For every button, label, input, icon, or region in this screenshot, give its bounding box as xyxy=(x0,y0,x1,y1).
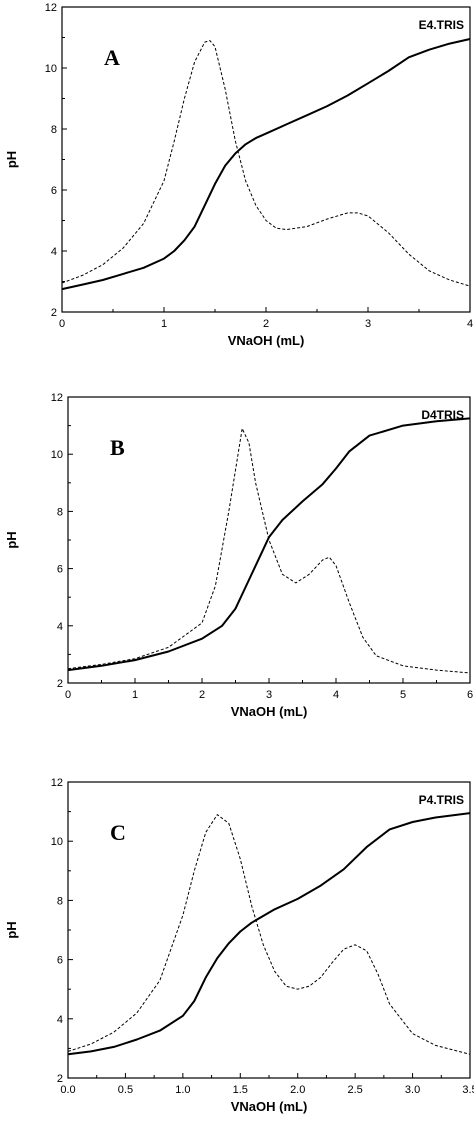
x-tick-label: 2 xyxy=(263,318,269,330)
plot-frame xyxy=(67,396,471,684)
x-tick-label: 2 xyxy=(199,689,205,701)
y-tick-label: 6 xyxy=(57,564,63,576)
x-axis-label: VNaOH (mL) xyxy=(228,333,305,348)
x-tick-label: 3.0 xyxy=(405,1084,420,1096)
titration-curve xyxy=(67,417,471,672)
x-tick-label: 0.5 xyxy=(118,1084,133,1096)
y-tick-label: 10 xyxy=(45,63,57,75)
y-axis-label: pH xyxy=(4,151,19,168)
x-tick-label: 1 xyxy=(132,689,138,701)
x-tick-label: 2.5 xyxy=(347,1084,362,1096)
sample-label: P4.TRIS xyxy=(419,793,464,807)
y-tick-label: 2 xyxy=(57,1073,63,1085)
x-tick-label: 0.0 xyxy=(60,1084,75,1096)
y-axis-label: pH xyxy=(4,531,19,548)
x-tick-label: 2.0 xyxy=(290,1084,305,1096)
y-tick-label: 8 xyxy=(57,895,63,907)
x-tick-label: 5 xyxy=(400,689,406,701)
y-tick-label: 8 xyxy=(51,124,57,136)
x-tick-label: 1 xyxy=(161,318,167,330)
plot-frame xyxy=(61,6,471,313)
x-tick-label: 1.0 xyxy=(175,1084,190,1096)
x-tick-label: 0 xyxy=(59,318,65,330)
x-axis-label: VNaOH (mL) xyxy=(231,1099,308,1114)
panel-letter: C xyxy=(110,820,126,845)
y-tick-label: 12 xyxy=(51,392,63,404)
x-tick-label: 3.5 xyxy=(462,1084,474,1096)
sample-label: D4TRIS xyxy=(421,408,464,422)
x-tick-label: 3 xyxy=(365,318,371,330)
y-tick-label: 12 xyxy=(51,777,63,789)
panel-letter: B xyxy=(110,435,125,460)
y-tick-label: 4 xyxy=(51,246,57,258)
chart-panel-c: 0.0 0.5 1.0 1.5 2.0 2.5 3.0 3.5 2 4 6 8 10 12 VNaOH (m… xyxy=(4,777,474,1114)
x-tick-label: 4 xyxy=(467,318,473,330)
x-tick-label: 3 xyxy=(266,689,272,701)
titration-curve xyxy=(67,812,471,1056)
x-tick-label: 0 xyxy=(65,689,71,701)
x-tick-label: 1.5 xyxy=(233,1084,248,1096)
derivative-curve xyxy=(61,40,471,287)
plot-frame xyxy=(67,781,471,1079)
sample-label: E4.TRIS xyxy=(419,18,464,32)
x-tick-label: 6 xyxy=(467,689,473,701)
y-tick-label: 4 xyxy=(57,1014,63,1026)
y-tick-label: 8 xyxy=(57,506,63,518)
panel-letter: A xyxy=(104,45,120,70)
titration-curve xyxy=(61,38,471,291)
y-tick-label: 4 xyxy=(57,621,63,633)
y-tick-label: 10 xyxy=(51,449,63,461)
y-tick-label: 12 xyxy=(45,2,57,14)
x-axis-label: VNaOH (mL) xyxy=(231,704,308,719)
derivative-curve xyxy=(67,814,471,1055)
y-tick-label: 6 xyxy=(57,955,63,967)
y-tick-label: 2 xyxy=(57,678,63,690)
x-tick-label: 4 xyxy=(333,689,339,701)
y-tick-label: 10 xyxy=(51,836,63,848)
y-axis-label: pH xyxy=(4,921,19,938)
y-tick-label: 6 xyxy=(51,185,57,197)
derivative-curve xyxy=(67,428,471,674)
y-tick-label: 2 xyxy=(51,307,57,319)
